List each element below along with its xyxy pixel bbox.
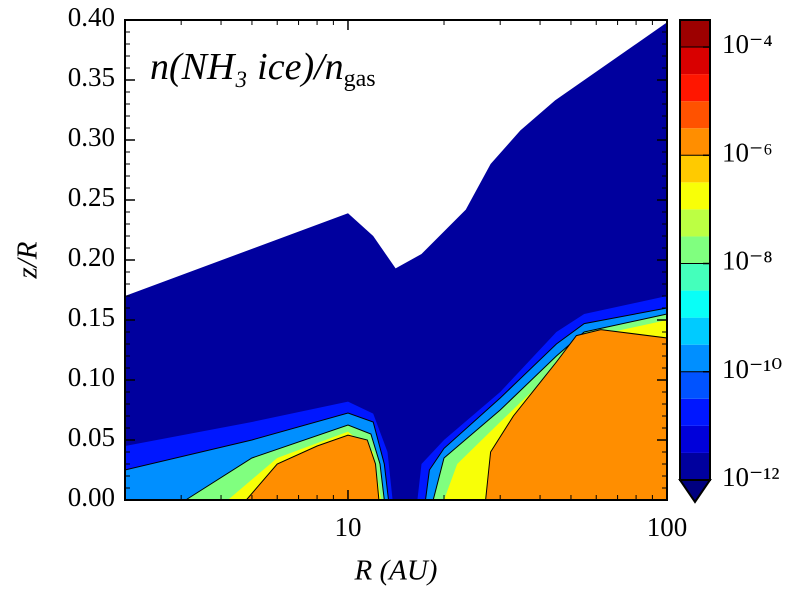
colorbar-tick-label: 10⁻⁶	[722, 137, 773, 167]
colorbar-band	[680, 128, 710, 156]
colorbar-tick-label: 10⁻⁴	[722, 29, 773, 59]
colorbar-band	[680, 20, 710, 48]
colorbar: 10⁻¹² 10⁻¹⁰ 10⁻⁸ 10⁻⁶ 10⁻⁴	[678, 19, 782, 504]
colorbar-band	[680, 317, 710, 345]
x-axis-label: R (AU)	[354, 555, 438, 587]
title-subscript: gas	[344, 66, 376, 92]
colorbar-band	[680, 263, 710, 291]
title-main: n(NH₃ ice)/n	[150, 46, 344, 88]
colorbar-band	[680, 236, 710, 264]
plot-area	[124, 22, 668, 501]
colorbar-band	[680, 209, 710, 237]
colorbar-band	[680, 47, 710, 75]
colorbar-band	[680, 398, 710, 426]
y-tick-label: 0.00	[68, 482, 115, 512]
x-tick-label: 100	[647, 512, 688, 542]
colorbar-band	[680, 425, 710, 453]
colorbar-tick-label: 10⁻¹⁰	[722, 354, 782, 384]
colorbar-band	[680, 344, 710, 372]
y-tick-label: 0.15	[68, 302, 115, 332]
y-tick-label: 0.05	[68, 422, 115, 452]
y-tick-label: 0.25	[68, 182, 115, 212]
y-axis-label: z/R	[12, 241, 44, 279]
colorbar-band	[680, 452, 710, 480]
y-tick-label: 0.40	[68, 2, 115, 32]
colorbar-extend	[678, 479, 712, 504]
colorbar-tick-label: 10⁻¹²	[722, 462, 779, 492]
colorbar-band	[680, 74, 710, 102]
colorbar-tick-label: 10⁻⁸	[722, 246, 773, 276]
contour-region	[245, 434, 380, 501]
chart-title: n(NH₃ ice)/ngas	[150, 46, 376, 92]
colorbar-frame	[679, 19, 711, 481]
colorbar-band	[680, 371, 710, 399]
y-tick-label: 0.20	[68, 242, 115, 272]
y-tick-label: 0.10	[68, 362, 115, 392]
axes: 10 100 0.00 0.05 0.10 0.15 0.20 0.25 0.30 0.35 0.4…	[68, 2, 688, 542]
colorbar-band	[680, 101, 710, 129]
y-tick-label: 0.35	[68, 62, 115, 92]
y-tick-label: 0.30	[68, 122, 115, 152]
colorbar-band	[680, 155, 710, 183]
colorbar-band	[680, 290, 710, 318]
colorbar-band	[680, 182, 710, 210]
x-tick-label: 10	[334, 512, 361, 542]
